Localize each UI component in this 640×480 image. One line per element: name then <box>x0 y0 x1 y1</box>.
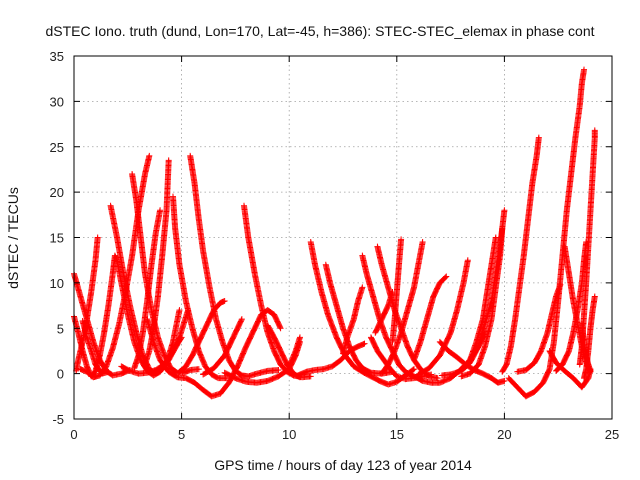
series-track <box>458 225 506 380</box>
series-track <box>499 134 542 375</box>
series-track <box>241 202 314 381</box>
data-point <box>105 368 112 375</box>
data-point <box>94 234 101 241</box>
series-track <box>286 334 303 370</box>
series-track <box>131 207 164 372</box>
data-point <box>146 152 153 159</box>
data-point <box>176 307 183 314</box>
series-track <box>505 66 588 400</box>
data-point <box>195 366 202 373</box>
data-points <box>71 66 598 400</box>
series-track <box>73 234 101 374</box>
chart-title: dSTEC Iono. truth (dund, Lon=170, Lat=-4… <box>45 23 594 39</box>
data-point <box>157 207 164 214</box>
series-track <box>187 152 282 380</box>
